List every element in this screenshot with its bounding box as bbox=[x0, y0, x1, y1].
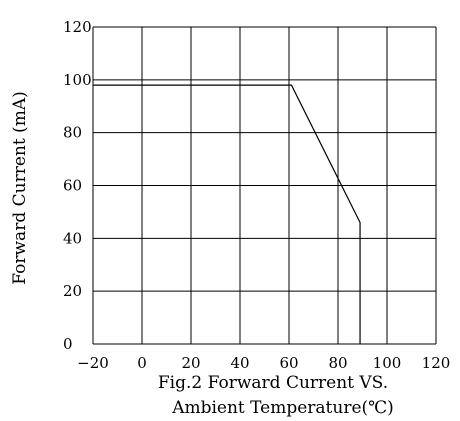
y-tick-label: 20 bbox=[63, 282, 82, 300]
x-tick-label: 80 bbox=[328, 354, 347, 372]
y-tick-label: 120 bbox=[63, 18, 92, 36]
figure-caption-line-1: Fig.2 Forward Current VS. bbox=[158, 373, 388, 393]
x-tick-label: 20 bbox=[181, 354, 200, 372]
y-tick-label: 100 bbox=[63, 71, 92, 89]
x-tick-labels: −20 0 20 40 60 80 100 120 bbox=[77, 354, 450, 372]
y-tick-labels: 0 20 40 60 80 100 120 bbox=[63, 18, 92, 353]
x-tick-label: 40 bbox=[230, 354, 249, 372]
x-tick-label: 0 bbox=[137, 354, 147, 372]
chart-series bbox=[93, 84, 361, 344]
x-tick-label: 60 bbox=[279, 354, 298, 372]
x-tick-label: 100 bbox=[373, 354, 402, 372]
x-tick-label: −20 bbox=[77, 354, 109, 372]
figure-caption-line-2: Ambient Temperature(℃) bbox=[171, 398, 394, 418]
y-axis-title: Forward Current (mA) bbox=[10, 91, 30, 284]
y-tick-label: 80 bbox=[63, 124, 82, 142]
series-line-0 bbox=[93, 84, 361, 344]
chart-grid bbox=[92, 26, 437, 345]
y-tick-label: 0 bbox=[63, 335, 73, 353]
x-tick-label: 120 bbox=[422, 354, 451, 372]
y-tick-label: 40 bbox=[63, 229, 82, 247]
y-tick-label: 60 bbox=[63, 177, 82, 195]
